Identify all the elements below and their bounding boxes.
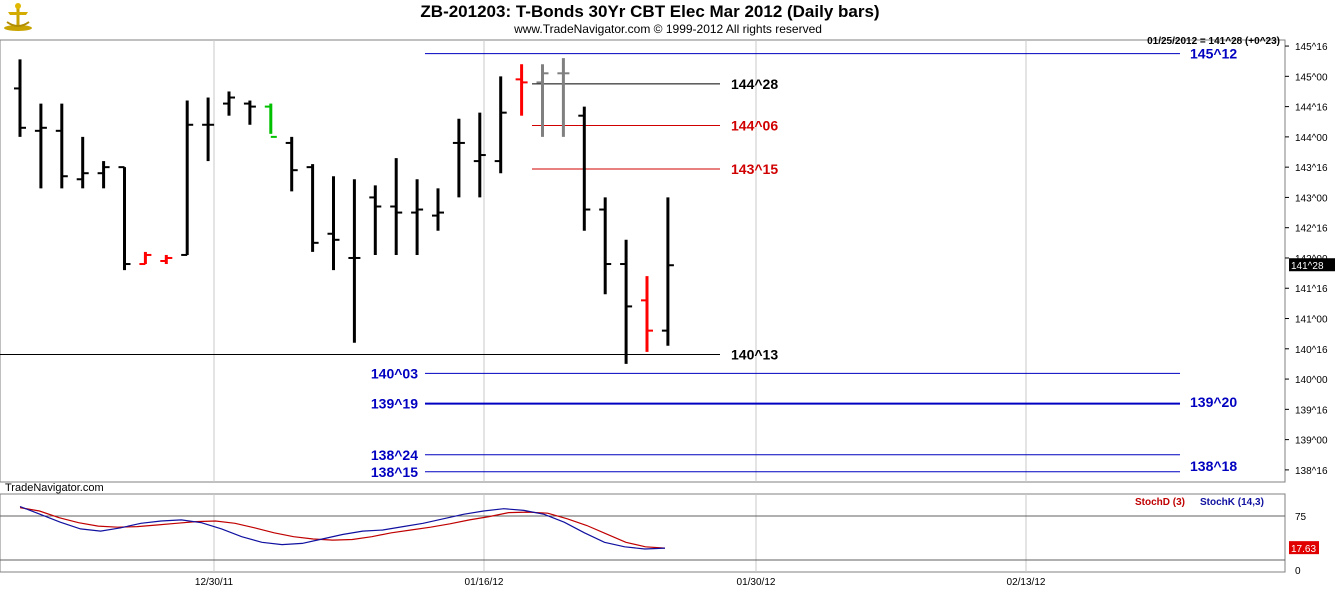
level-label: 144^06 <box>731 118 778 134</box>
level-label: 138^15 <box>371 464 418 480</box>
level-label: 140^13 <box>731 346 778 362</box>
level-label: 145^12 <box>1190 46 1237 62</box>
level-label: 139^19 <box>371 396 418 412</box>
y-tick-label: 145^00 <box>1295 72 1328 83</box>
y-tick-label: 145^16 <box>1295 42 1328 53</box>
y-tick-label: 140^16 <box>1295 345 1328 356</box>
chart-subtitle: www.TradeNavigator.com © 1999-2012 All r… <box>514 22 822 36</box>
level-label: 138^18 <box>1190 458 1237 474</box>
y-tick-label: 139^16 <box>1295 405 1328 416</box>
y-tick-label: 144^16 <box>1295 103 1328 114</box>
osc-y-tick-label: 75 <box>1295 512 1307 523</box>
level-label: 140^03 <box>371 365 418 381</box>
x-tick-label: 01/16/12 <box>465 577 504 588</box>
trade-navigator-logo <box>4 3 32 31</box>
osc-last-box <box>1289 541 1319 555</box>
price-readout: 01/25/2012 = 141^28 (+0^23) <box>1147 36 1280 47</box>
y-tick-label: 143^00 <box>1295 193 1328 204</box>
chart-title: ZB-201203: T-Bonds 30Yr CBT Elec Mar 201… <box>420 2 880 21</box>
legend-stochd: StochD (3) <box>1135 497 1185 508</box>
last-price-box <box>1289 258 1335 272</box>
last-price-label: 141^28 <box>1291 261 1324 272</box>
y-tick-label: 141^16 <box>1295 284 1328 295</box>
brand-watermark: TradeNavigator.com <box>5 482 104 494</box>
osc-y-tick-label: 0 <box>1295 566 1301 577</box>
y-tick-label: 143^16 <box>1295 163 1328 174</box>
level-label: 144^28 <box>731 76 778 92</box>
y-tick-label: 139^00 <box>1295 436 1328 447</box>
level-label: 139^20 <box>1190 394 1237 410</box>
x-tick-label: 02/13/12 <box>1007 577 1046 588</box>
y-tick-label: 140^00 <box>1295 375 1328 386</box>
y-tick-label: 142^16 <box>1295 224 1328 235</box>
x-tick-label: 01/30/12 <box>737 577 776 588</box>
y-tick-label: 141^00 <box>1295 315 1328 326</box>
level-label: 143^15 <box>731 161 778 177</box>
legend-stochk: StochK (14,3) <box>1200 497 1264 508</box>
price-pane-frame <box>0 39 1286 483</box>
y-tick-label: 144^00 <box>1295 133 1328 144</box>
y-tick-label: 138^16 <box>1295 466 1328 477</box>
level-label: 138^24 <box>371 447 418 463</box>
osc-last-label: 17.63 <box>1291 544 1316 555</box>
stochk-line <box>19 505 666 550</box>
x-tick-label: 12/30/11 <box>195 577 234 588</box>
